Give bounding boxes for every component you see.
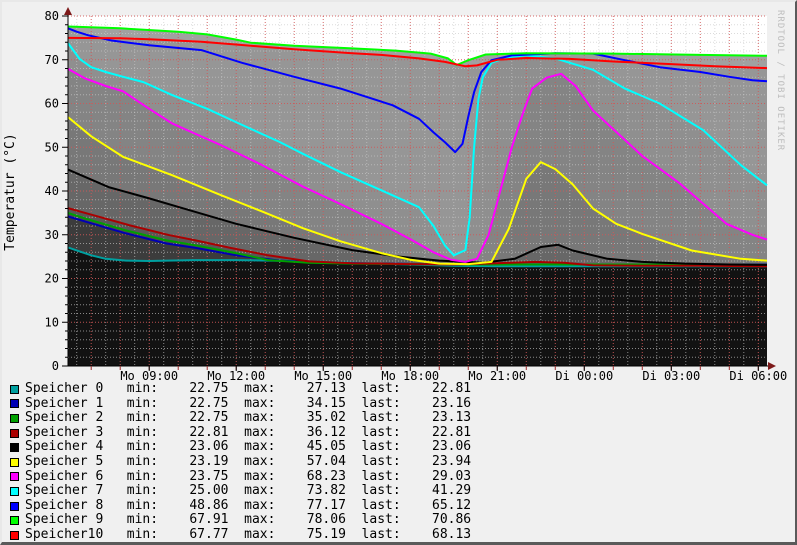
legend-color-swatch [10, 399, 19, 408]
legend-row-speicher-5: Speicher 5 min: 23.19 max: 57.04 last: 2… [6, 455, 471, 470]
legend-row-text: Speicher 9 min: 67.91 max: 78.06 last: 7… [25, 513, 471, 528]
legend-row-text: Speicher 3 min: 22.81 max: 36.12 last: 2… [25, 426, 471, 441]
y-tick-label: 80 [45, 9, 59, 23]
legend-color-swatch [10, 443, 19, 452]
temperature-chart: 0 10 20 30 40 50 60 70 80 Mo 09:00 Mo 12:00 Mo 15:0… [2, 2, 797, 380]
x-tick-label: Di 06:00 [729, 369, 787, 380]
y-tick-label: 60 [45, 97, 59, 111]
legend-row-speicher-2: Speicher 2 min: 22.75 max: 35.02 last: 2… [6, 411, 471, 426]
legend-row-text: Speicher 5 min: 23.19 max: 57.04 last: 2… [25, 455, 471, 470]
legend-row-text: Speicher 1 min: 22.75 max: 34.15 last: 2… [25, 397, 471, 412]
legend-row-text: Speicher 8 min: 48.86 max: 77.17 last: 6… [25, 499, 471, 514]
legend-row-speicher-4: Speicher 4 min: 23.06 max: 45.05 last: 2… [6, 440, 471, 455]
legend-color-swatch [10, 414, 19, 423]
legend-row-speicher-10: Speicher10 min: 67.77 max: 75.19 last: 6… [6, 528, 471, 543]
legend-row-speicher-3: Speicher 3 min: 22.81 max: 36.12 last: 2… [6, 426, 471, 441]
y-tick-label: 0 [52, 359, 59, 373]
legend-color-swatch [10, 516, 19, 525]
legend-row-text: Speicher 2 min: 22.75 max: 35.02 last: 2… [25, 411, 471, 426]
x-tick-label: Mo 18:00 [381, 369, 439, 380]
rrdtool-watermark: RRDTOOL / TOBI OETIKER [775, 10, 785, 270]
y-tick-label: 70 [45, 53, 59, 67]
legend-row-text: Speicher 6 min: 23.75 max: 68.23 last: 2… [25, 470, 471, 485]
y-tick-label: 30 [45, 228, 59, 242]
x-tick-label: Mo 09:00 [120, 369, 178, 380]
x-tick-label: Mo 21:00 [468, 369, 526, 380]
y-tick-label: 10 [45, 315, 59, 329]
y-axis-title: Temperatur (°C) [3, 42, 19, 342]
legend-color-swatch [10, 472, 19, 481]
rrdtool-graph-window: 0 10 20 30 40 50 60 70 80 Mo 09:00 Mo 12:00 Mo 15:0… [0, 0, 797, 545]
legend-row-speicher-0: Speicher 0 min: 22.75 max: 27.13 last: 2… [6, 382, 471, 397]
legend-color-swatch [10, 458, 19, 467]
legend-row-text: Speicher10 min: 67.77 max: 75.19 last: 6… [25, 528, 471, 543]
x-tick-label: Mo 12:00 [207, 369, 265, 380]
legend-color-swatch [10, 429, 19, 438]
legend-row-speicher-7: Speicher 7 min: 25.00 max: 73.82 last: 4… [6, 484, 471, 499]
legend-color-swatch [10, 487, 19, 496]
legend-row-speicher-8: Speicher 8 min: 48.86 max: 77.17 last: 6… [6, 499, 471, 514]
x-tick-label: Di 03:00 [642, 369, 700, 380]
legend-row-text: Speicher 4 min: 23.06 max: 45.05 last: 2… [25, 440, 471, 455]
y-tick-label: 20 [45, 272, 59, 286]
legend: Speicher 0 min: 22.75 max: 27.13 last: 2… [6, 382, 471, 543]
legend-row-speicher-6: Speicher 6 min: 23.75 max: 68.23 last: 2… [6, 470, 471, 485]
legend-color-swatch [10, 502, 19, 511]
legend-row-text: Speicher 7 min: 25.00 max: 73.82 last: 4… [25, 484, 471, 499]
legend-color-swatch [10, 531, 19, 540]
x-tick-label: Mo 15:00 [294, 369, 352, 380]
legend-row-text: Speicher 0 min: 22.75 max: 27.13 last: 2… [25, 382, 471, 397]
y-axis-arrow-icon [64, 7, 72, 15]
legend-row-speicher-9: Speicher 9 min: 67.91 max: 78.06 last: 7… [6, 513, 471, 528]
legend-color-swatch [10, 385, 19, 394]
legend-row-speicher-1: Speicher 1 min: 22.75 max: 34.15 last: 2… [6, 397, 471, 412]
y-tick-label: 40 [45, 184, 59, 198]
x-tick-label: Di 00:00 [555, 369, 613, 380]
y-tick-label: 50 [45, 140, 59, 154]
